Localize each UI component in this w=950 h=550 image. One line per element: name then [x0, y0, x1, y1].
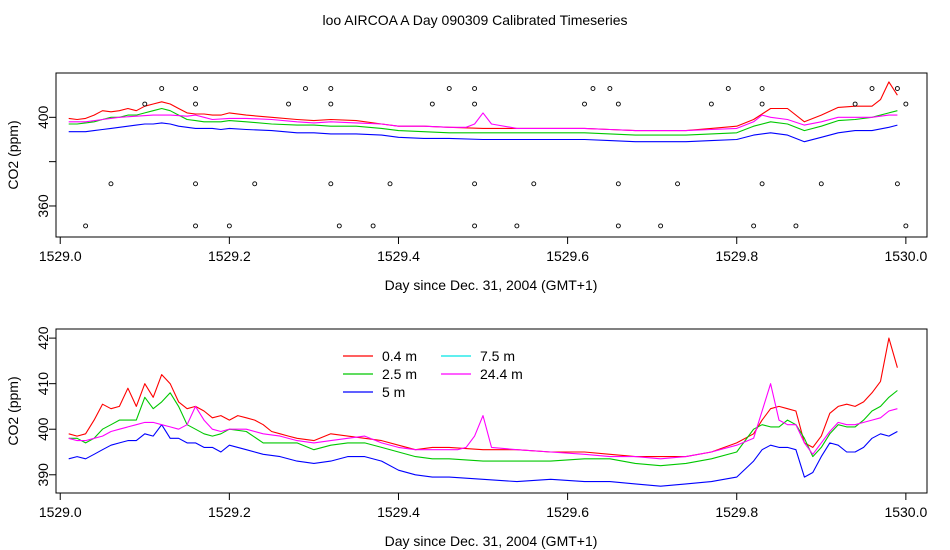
scatter-point	[252, 181, 258, 187]
scatter-point	[531, 181, 537, 187]
scatter-point	[83, 223, 89, 229]
bottom-panel: Day since Dec. 31, 2004 (GMT+1) CO2 (ppm…	[5, 326, 928, 549]
x-tick-label: 1529.8	[715, 248, 758, 264]
y-tick-label: 390	[35, 463, 51, 487]
scatter-point	[472, 86, 478, 91]
x-tick-label: 1529.0	[39, 248, 82, 264]
scatter-point	[446, 86, 452, 91]
chart-title: loo AIRCOA A Day 090309 Calibrated Times…	[322, 12, 627, 28]
series-line-red	[68, 81, 898, 132]
x-tick-label: 1529.4	[377, 248, 420, 264]
scatter-point	[328, 86, 334, 91]
scatter-point	[193, 101, 198, 107]
legend-label: 24.4 m	[480, 366, 523, 382]
x-tick-label: 1530.0	[884, 248, 927, 264]
scatter-point	[590, 86, 596, 91]
series-line-magenta	[68, 112, 898, 132]
scatter-point	[818, 181, 824, 187]
series-line-blue	[68, 424, 898, 487]
scatter-point	[387, 181, 393, 187]
top-x-axis-label: Day since Dec. 31, 2004 (GMT+1)	[385, 277, 598, 293]
scatter-point	[607, 86, 613, 91]
scatter-point	[615, 101, 621, 107]
scatter-point	[793, 223, 799, 229]
bottom-y-axis-label: CO2 (ppm)	[5, 376, 21, 445]
plot-frame	[55, 328, 928, 494]
x-tick-label: 1530.0	[884, 504, 927, 520]
x-tick-label: 1529.4	[377, 504, 420, 520]
scatter-point	[658, 223, 664, 229]
scatter-point	[193, 181, 198, 187]
x-tick-label: 1529.8	[715, 504, 758, 520]
scatter-point	[472, 223, 478, 229]
x-tick-label: 1529.2	[208, 248, 251, 264]
scatter-point	[759, 181, 765, 187]
scatter-point	[472, 101, 478, 107]
scatter-point	[615, 181, 621, 187]
scatter-point	[903, 101, 909, 107]
scatter-point	[894, 181, 900, 187]
bottom-x-axis-label: Day since Dec. 31, 2004 (GMT+1)	[385, 533, 598, 549]
scatter-point	[193, 86, 198, 91]
scatter-point	[159, 86, 165, 91]
scatter-point	[328, 101, 334, 107]
scatter-point	[303, 86, 308, 91]
scatter-point	[370, 223, 376, 229]
x-tick-label: 1529.2	[208, 504, 251, 520]
scatter-point	[759, 101, 765, 107]
scatter-point	[514, 223, 520, 229]
legend: 0.4 m 2.5 m 5 m 7.5 m 24.4 m	[343, 348, 523, 400]
scatter-point	[336, 223, 342, 229]
scatter-point	[429, 101, 435, 107]
scatter-point	[615, 223, 621, 229]
scatter-point	[108, 181, 114, 187]
legend-label: 0.4 m	[382, 348, 417, 364]
scatter-point	[894, 86, 900, 91]
series-line-magenta	[68, 383, 898, 460]
scatter-point	[226, 223, 232, 229]
plot-frame	[55, 72, 928, 238]
series-line-green	[68, 107, 898, 136]
top-y-axis-label: CO2 (ppm)	[5, 120, 21, 189]
scatter-point	[472, 181, 478, 187]
x-tick-label: 1529.0	[39, 504, 82, 520]
y-tick-label: 400	[35, 417, 51, 441]
y-tick-label: 360	[35, 194, 51, 218]
scatter-point	[852, 101, 858, 107]
scatter-point	[286, 101, 291, 107]
scatter-point	[675, 181, 680, 187]
series-line-blue	[68, 122, 898, 143]
y-tick-label: 400	[35, 105, 51, 129]
scatter-point	[708, 101, 714, 107]
y-tick-label: 410	[35, 372, 51, 396]
scatter-point	[751, 223, 757, 229]
scatter-point	[142, 101, 148, 107]
legend-label: 2.5 m	[382, 366, 417, 382]
legend-label: 5 m	[382, 384, 405, 400]
y-tick-label: 420	[35, 326, 51, 350]
x-tick-label: 1529.6	[546, 504, 589, 520]
scatter-point	[725, 86, 731, 91]
legend-label: 7.5 m	[480, 348, 515, 364]
scatter-point	[903, 223, 909, 229]
top-panel: Day since Dec. 31, 2004 (GMT+1) CO2 (ppm…	[5, 72, 928, 293]
scatter-point	[328, 181, 334, 187]
series-line-green	[68, 390, 898, 467]
scatter-point	[582, 101, 587, 107]
scatter-point	[193, 223, 198, 229]
scatter-point	[869, 86, 875, 91]
x-tick-label: 1529.6	[546, 248, 589, 264]
scatter-point	[759, 86, 765, 91]
